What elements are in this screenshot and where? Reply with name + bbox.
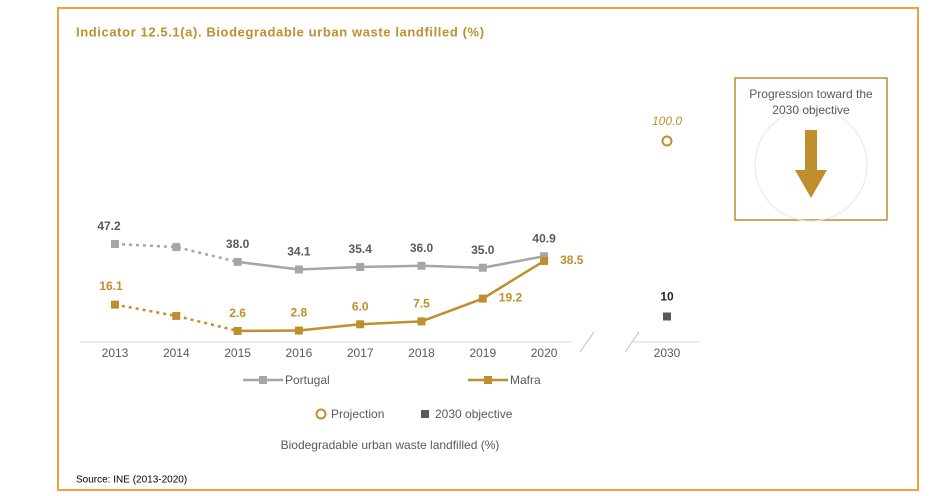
legend-label: Projection (331, 407, 384, 421)
x-tick-label: 2014 (163, 346, 190, 360)
data-label: 16.1 (99, 279, 123, 293)
point-marker (294, 265, 303, 274)
point-marker (172, 311, 181, 320)
data-label: 100.0 (652, 114, 682, 128)
data-label: 34.1 (287, 245, 311, 259)
point-marker (111, 239, 119, 248)
point-marker (294, 326, 303, 335)
point-marker (233, 326, 242, 335)
data-label: 7.5 (413, 297, 430, 311)
point-marker (356, 320, 365, 329)
legend-label: Mafra (510, 373, 541, 387)
point-marker (478, 294, 487, 303)
legend-swatch (315, 408, 327, 420)
point-marker (417, 317, 426, 326)
legend-swatch (484, 376, 492, 384)
legend-swatch (259, 376, 267, 384)
data-label: 47.2 (97, 219, 121, 233)
series-line (237, 259, 545, 333)
data-label: 10 (660, 290, 674, 304)
x-tick-label: 2019 (469, 346, 496, 360)
note-box (734, 77, 888, 221)
point-marker (417, 261, 426, 270)
x-tick-label: 2017 (347, 346, 374, 360)
data-label: 2.6 (229, 306, 246, 320)
legend-label: 2030 objective (435, 407, 513, 421)
data-label: 40.9 (532, 231, 556, 245)
point-marker (172, 243, 181, 252)
legend-caption: Biodegradable urban waste landfilled (%) (281, 438, 500, 452)
point-marker (356, 262, 365, 271)
x-tick-label: 2030 (654, 346, 681, 360)
point-marker (478, 263, 487, 272)
data-label: 6.0 (352, 299, 369, 313)
legend-label: Portugal (285, 373, 330, 387)
x-tick-label: 2015 (224, 346, 251, 360)
objective-marker (663, 312, 671, 321)
data-label: 19.2 (499, 291, 523, 305)
data-label: 36.0 (410, 241, 434, 255)
arrow-shaft (805, 130, 817, 172)
axis-break (579, 331, 595, 353)
projection-marker (661, 135, 673, 147)
source: Source: INE (2013-2020) (76, 475, 187, 486)
series-line (237, 255, 545, 271)
x-tick-label: 2020 (531, 346, 558, 360)
arrow-head (795, 170, 827, 198)
x-tick-label: 2013 (102, 346, 129, 360)
frame (57, 7, 919, 491)
data-label: 38.5 (560, 253, 584, 267)
data-label: 38.0 (226, 237, 250, 251)
x-tick-label: 2018 (408, 346, 435, 360)
chart-title: Indicator 12.5.1(a). Biodegradable urban… (76, 24, 485, 39)
note-text: Progression toward the 2030 objective (749, 87, 873, 117)
legend-swatch (421, 410, 429, 418)
x-tick-label: 2016 (286, 346, 313, 360)
data-label: 35.4 (349, 242, 373, 256)
point-marker (540, 256, 549, 265)
data-label: 35.0 (471, 243, 495, 257)
point-marker (111, 300, 119, 309)
note-circle (754, 108, 868, 222)
point-marker (233, 257, 242, 266)
point-marker (540, 252, 549, 261)
data-label: 2.8 (291, 306, 308, 320)
